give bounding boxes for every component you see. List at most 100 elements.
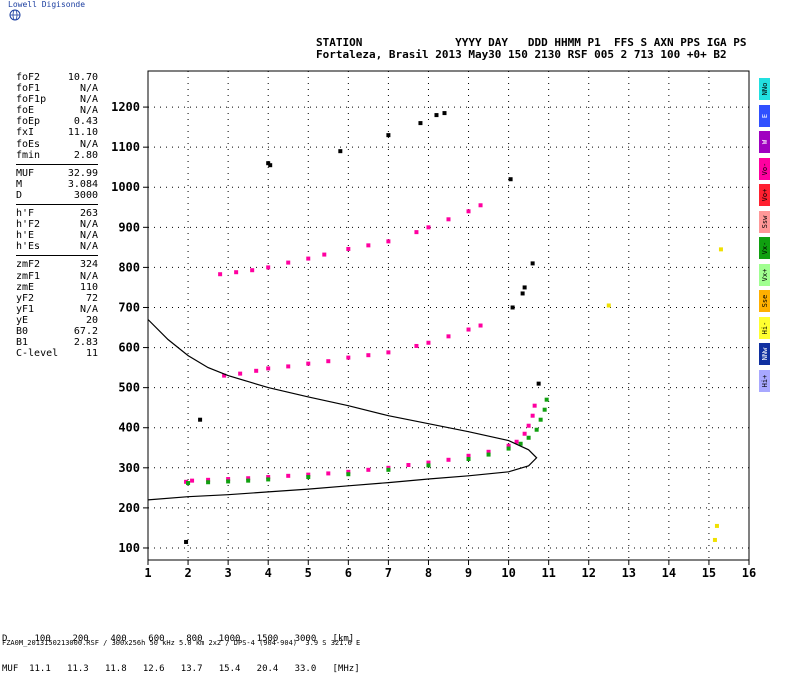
polarization-swatch: Vo- <box>759 157 770 180</box>
file-info: FZA0M_2013150213000.RSF / 300x256h 50 kH… <box>2 639 361 647</box>
param-value: N/A <box>79 219 98 231</box>
param-row: yF1 N/A <box>16 304 98 315</box>
echo-point <box>226 479 231 484</box>
echo-point <box>246 476 251 481</box>
param-label: h'F <box>16 208 35 220</box>
echo-point <box>234 270 239 275</box>
y-tick-label: 800 <box>118 260 140 274</box>
x-tick-label: 8 <box>425 566 432 580</box>
echo-point <box>506 446 511 451</box>
echo-point <box>246 478 251 483</box>
x-tick-label: 15 <box>702 566 716 580</box>
param-value: 32.99 <box>67 167 98 179</box>
polarization-legend: NNo E W Vo- Vo+ Ssw Vx- Vx+ Sse Hi- NNw Hi+ <box>759 78 770 396</box>
polarization-label: Hi- <box>760 321 769 334</box>
echo-point <box>466 209 471 214</box>
polarization-label: Vo+ <box>760 188 769 202</box>
echo-point <box>466 456 471 461</box>
echo-point <box>522 285 527 290</box>
polarization-swatch: W <box>759 131 770 153</box>
param-label: MUF <box>16 167 35 179</box>
echo-point <box>190 478 195 483</box>
param-value: 20 <box>85 314 98 326</box>
echo-point <box>266 161 271 166</box>
echo-point <box>536 381 541 386</box>
param-row: h'Es N/A <box>16 241 98 252</box>
echo-point <box>346 472 351 477</box>
param-value: 11.10 <box>67 127 98 139</box>
echo-point <box>286 364 291 369</box>
echo-point <box>538 417 543 422</box>
param-separator <box>16 255 98 257</box>
param-value: 110 <box>79 281 98 293</box>
distance-row: D 100 200 400 600 800 1000 1500 3000 [km… <box>2 634 355 644</box>
param-value: 2.83 <box>73 337 98 349</box>
param-label: h'F2 <box>16 219 41 231</box>
echo-point <box>198 417 203 422</box>
echo-point <box>520 291 525 296</box>
y-tick-label: 700 <box>118 300 140 314</box>
echo-point <box>184 479 189 484</box>
x-tick-label: 10 <box>501 566 515 580</box>
polarization-swatch: Sse <box>759 290 770 312</box>
echo-point <box>718 247 723 252</box>
param-value: 10.70 <box>67 72 98 83</box>
echo-point <box>534 427 539 432</box>
param-label: zmF1 <box>16 270 41 282</box>
param-row: B0 67.2 <box>16 326 98 337</box>
echo-point <box>254 368 259 373</box>
param-label: fxI <box>16 127 35 139</box>
echo-point <box>338 149 343 154</box>
x-tick-label: 13 <box>622 566 636 580</box>
param-value: 3000 <box>73 189 98 201</box>
echo-point <box>466 327 471 332</box>
polarization-label: Hi+ <box>760 374 769 387</box>
polarization-swatch: Vo+ <box>759 184 770 206</box>
param-label: h'E <box>16 230 35 242</box>
echo-point <box>418 121 423 126</box>
y-tick-label: 600 <box>118 341 140 355</box>
echo-point <box>386 467 391 472</box>
param-label: foF1p <box>16 94 47 106</box>
header-columns: STATION YYYY DAY DDD HHMM P1 FFS S AXN P… <box>316 36 747 49</box>
echo-point <box>522 431 527 436</box>
param-value: N/A <box>79 270 98 282</box>
muf-table: D 100 200 400 600 800 1000 1500 3000 [km… <box>2 614 360 684</box>
echo-point <box>526 435 531 440</box>
param-value: 263 <box>79 208 98 220</box>
muf-row: MUF 11.1 11.3 11.8 12.6 13.7 15.4 20.4 3… <box>2 664 360 674</box>
y-tick-label: 200 <box>118 501 140 515</box>
param-label: yF1 <box>16 303 35 315</box>
param-row: foF2 10.70 <box>16 72 98 83</box>
param-row: yE 20 <box>16 315 98 326</box>
param-value: 72 <box>85 292 98 304</box>
echo-point <box>446 217 451 222</box>
y-tick-label: 1100 <box>111 140 140 154</box>
param-separator <box>16 163 98 165</box>
param-value: 2.80 <box>73 149 98 161</box>
echo-point <box>286 260 291 265</box>
header-values: Fortaleza, Brasil 2013 May30 150 2130 RS… <box>316 48 727 61</box>
echo-point <box>426 463 431 468</box>
param-value: N/A <box>79 83 98 95</box>
echo-point <box>532 403 537 408</box>
profile-line <box>147 319 538 501</box>
echo-point <box>306 361 311 366</box>
axis-ticks: 1 2 3 4 5 6 7 8 9 10 11 12 13 14 15 1610020030040050060… <box>111 100 756 580</box>
echo-point <box>184 539 189 544</box>
x-tick-label: 6 <box>345 566 352 580</box>
polarization-swatch: NNo <box>759 78 770 100</box>
x-tick-label: 11 <box>541 566 555 580</box>
polarization-swatch: E <box>759 104 770 127</box>
echo-point <box>322 252 327 257</box>
echo-point <box>326 471 331 476</box>
polarization-label: Sse <box>760 294 769 308</box>
x-tick-label: 1 <box>144 566 151 580</box>
echo-point <box>466 453 471 458</box>
x-tick-label: 4 <box>265 566 272 580</box>
x-tick-label: 3 <box>225 566 232 580</box>
y-tick-label: 300 <box>118 461 140 475</box>
echo-point <box>530 413 535 418</box>
echo-point <box>486 449 491 454</box>
x-tick-label: 12 <box>582 566 596 580</box>
